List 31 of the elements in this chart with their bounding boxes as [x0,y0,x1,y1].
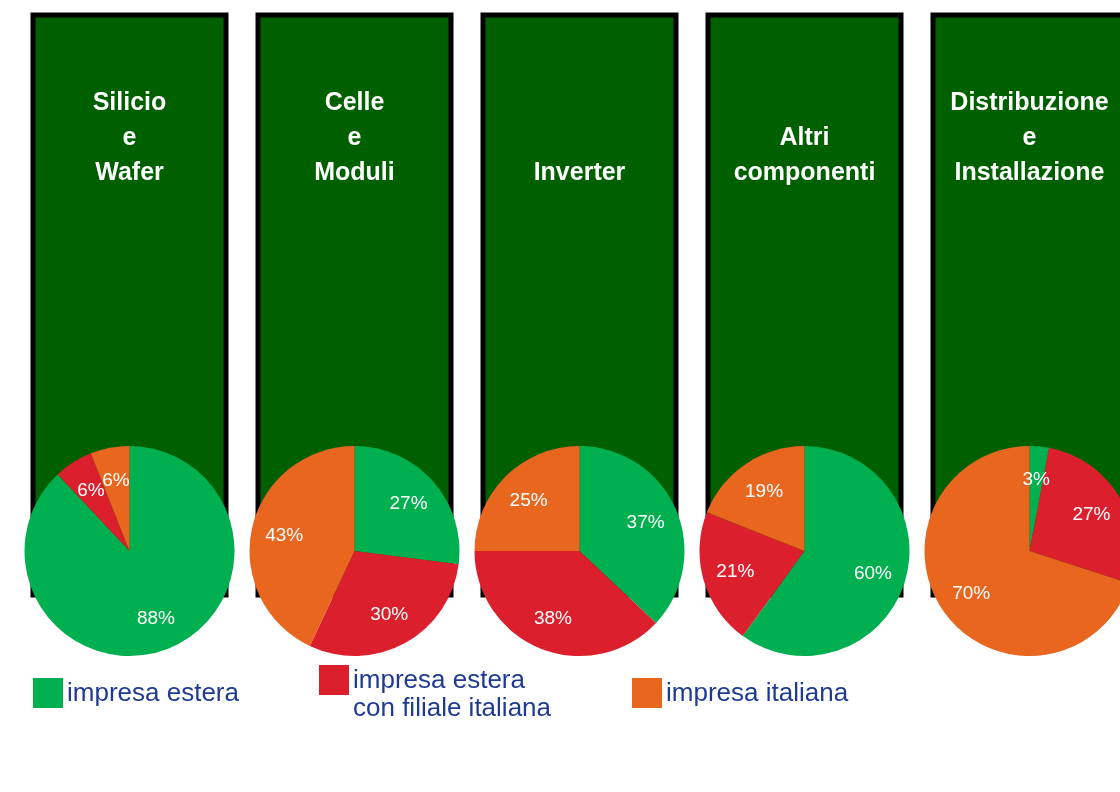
pie-slice [699,512,805,636]
legend-label: impresa estera [67,677,240,707]
data-label: 25% [509,489,548,511]
data-label: 27% [1072,503,1111,525]
chart-title: Celle e Moduli [314,87,395,185]
pie-slice [24,446,235,656]
data-label: 70% [952,582,991,604]
chart-title: Altri componenti [733,122,876,185]
pie-slice [249,446,355,647]
pie-slice [309,551,459,656]
data-label: 88% [136,606,176,628]
pie-slice [474,446,580,551]
legend-label: impresa italiana [666,677,849,707]
pie-slice [57,453,130,551]
chart-title: Silicio e Wafer [92,87,167,185]
data-label: 38% [533,606,573,628]
chart-title: Distribuzione e Installazione [950,87,1109,185]
data-label: 43% [265,524,304,546]
pie-slice [579,446,685,623]
data-label: 37% [626,511,665,533]
pie-slice [474,551,657,656]
data-label: 19% [745,480,784,502]
chart-title: Inverter [533,157,626,185]
pie-slice [354,446,460,565]
data-label: 21% [716,560,755,582]
data-label: 60% [853,562,893,584]
legend-label: impresa estera con filiale italiana [353,664,552,722]
data-label: 3% [1022,468,1051,490]
data-label: 30% [370,603,409,625]
pie-slice [706,446,805,551]
data-label: 27% [389,492,428,514]
